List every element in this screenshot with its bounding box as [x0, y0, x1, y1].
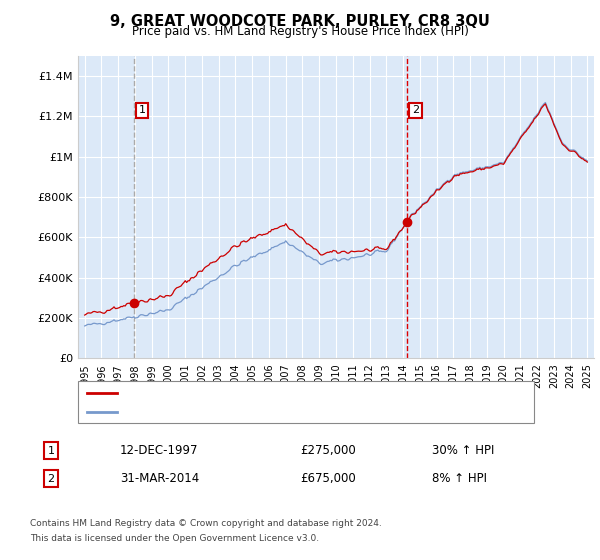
- Text: 1: 1: [47, 446, 55, 456]
- Text: This data is licensed under the Open Government Licence v3.0.: This data is licensed under the Open Gov…: [30, 534, 319, 543]
- Text: HPI: Average price, detached house, Sutton: HPI: Average price, detached house, Sutt…: [123, 407, 350, 417]
- Text: 2: 2: [412, 105, 419, 115]
- Text: 9, GREAT WOODCOTE PARK, PURLEY, CR8 3QU: 9, GREAT WOODCOTE PARK, PURLEY, CR8 3QU: [110, 14, 490, 29]
- Text: Price paid vs. HM Land Registry's House Price Index (HPI): Price paid vs. HM Land Registry's House …: [131, 25, 469, 38]
- Text: 9, GREAT WOODCOTE PARK, PURLEY, CR8 3QU (detached house): 9, GREAT WOODCOTE PARK, PURLEY, CR8 3QU …: [123, 388, 461, 398]
- Text: 8% ↑ HPI: 8% ↑ HPI: [432, 472, 487, 486]
- Text: £675,000: £675,000: [300, 472, 356, 486]
- Text: £275,000: £275,000: [300, 444, 356, 458]
- Text: Contains HM Land Registry data © Crown copyright and database right 2024.: Contains HM Land Registry data © Crown c…: [30, 519, 382, 528]
- Text: 2: 2: [47, 474, 55, 484]
- Text: 1: 1: [139, 105, 146, 115]
- Text: 30% ↑ HPI: 30% ↑ HPI: [432, 444, 494, 458]
- Text: 12-DEC-1997: 12-DEC-1997: [120, 444, 199, 458]
- Text: 31-MAR-2014: 31-MAR-2014: [120, 472, 199, 486]
